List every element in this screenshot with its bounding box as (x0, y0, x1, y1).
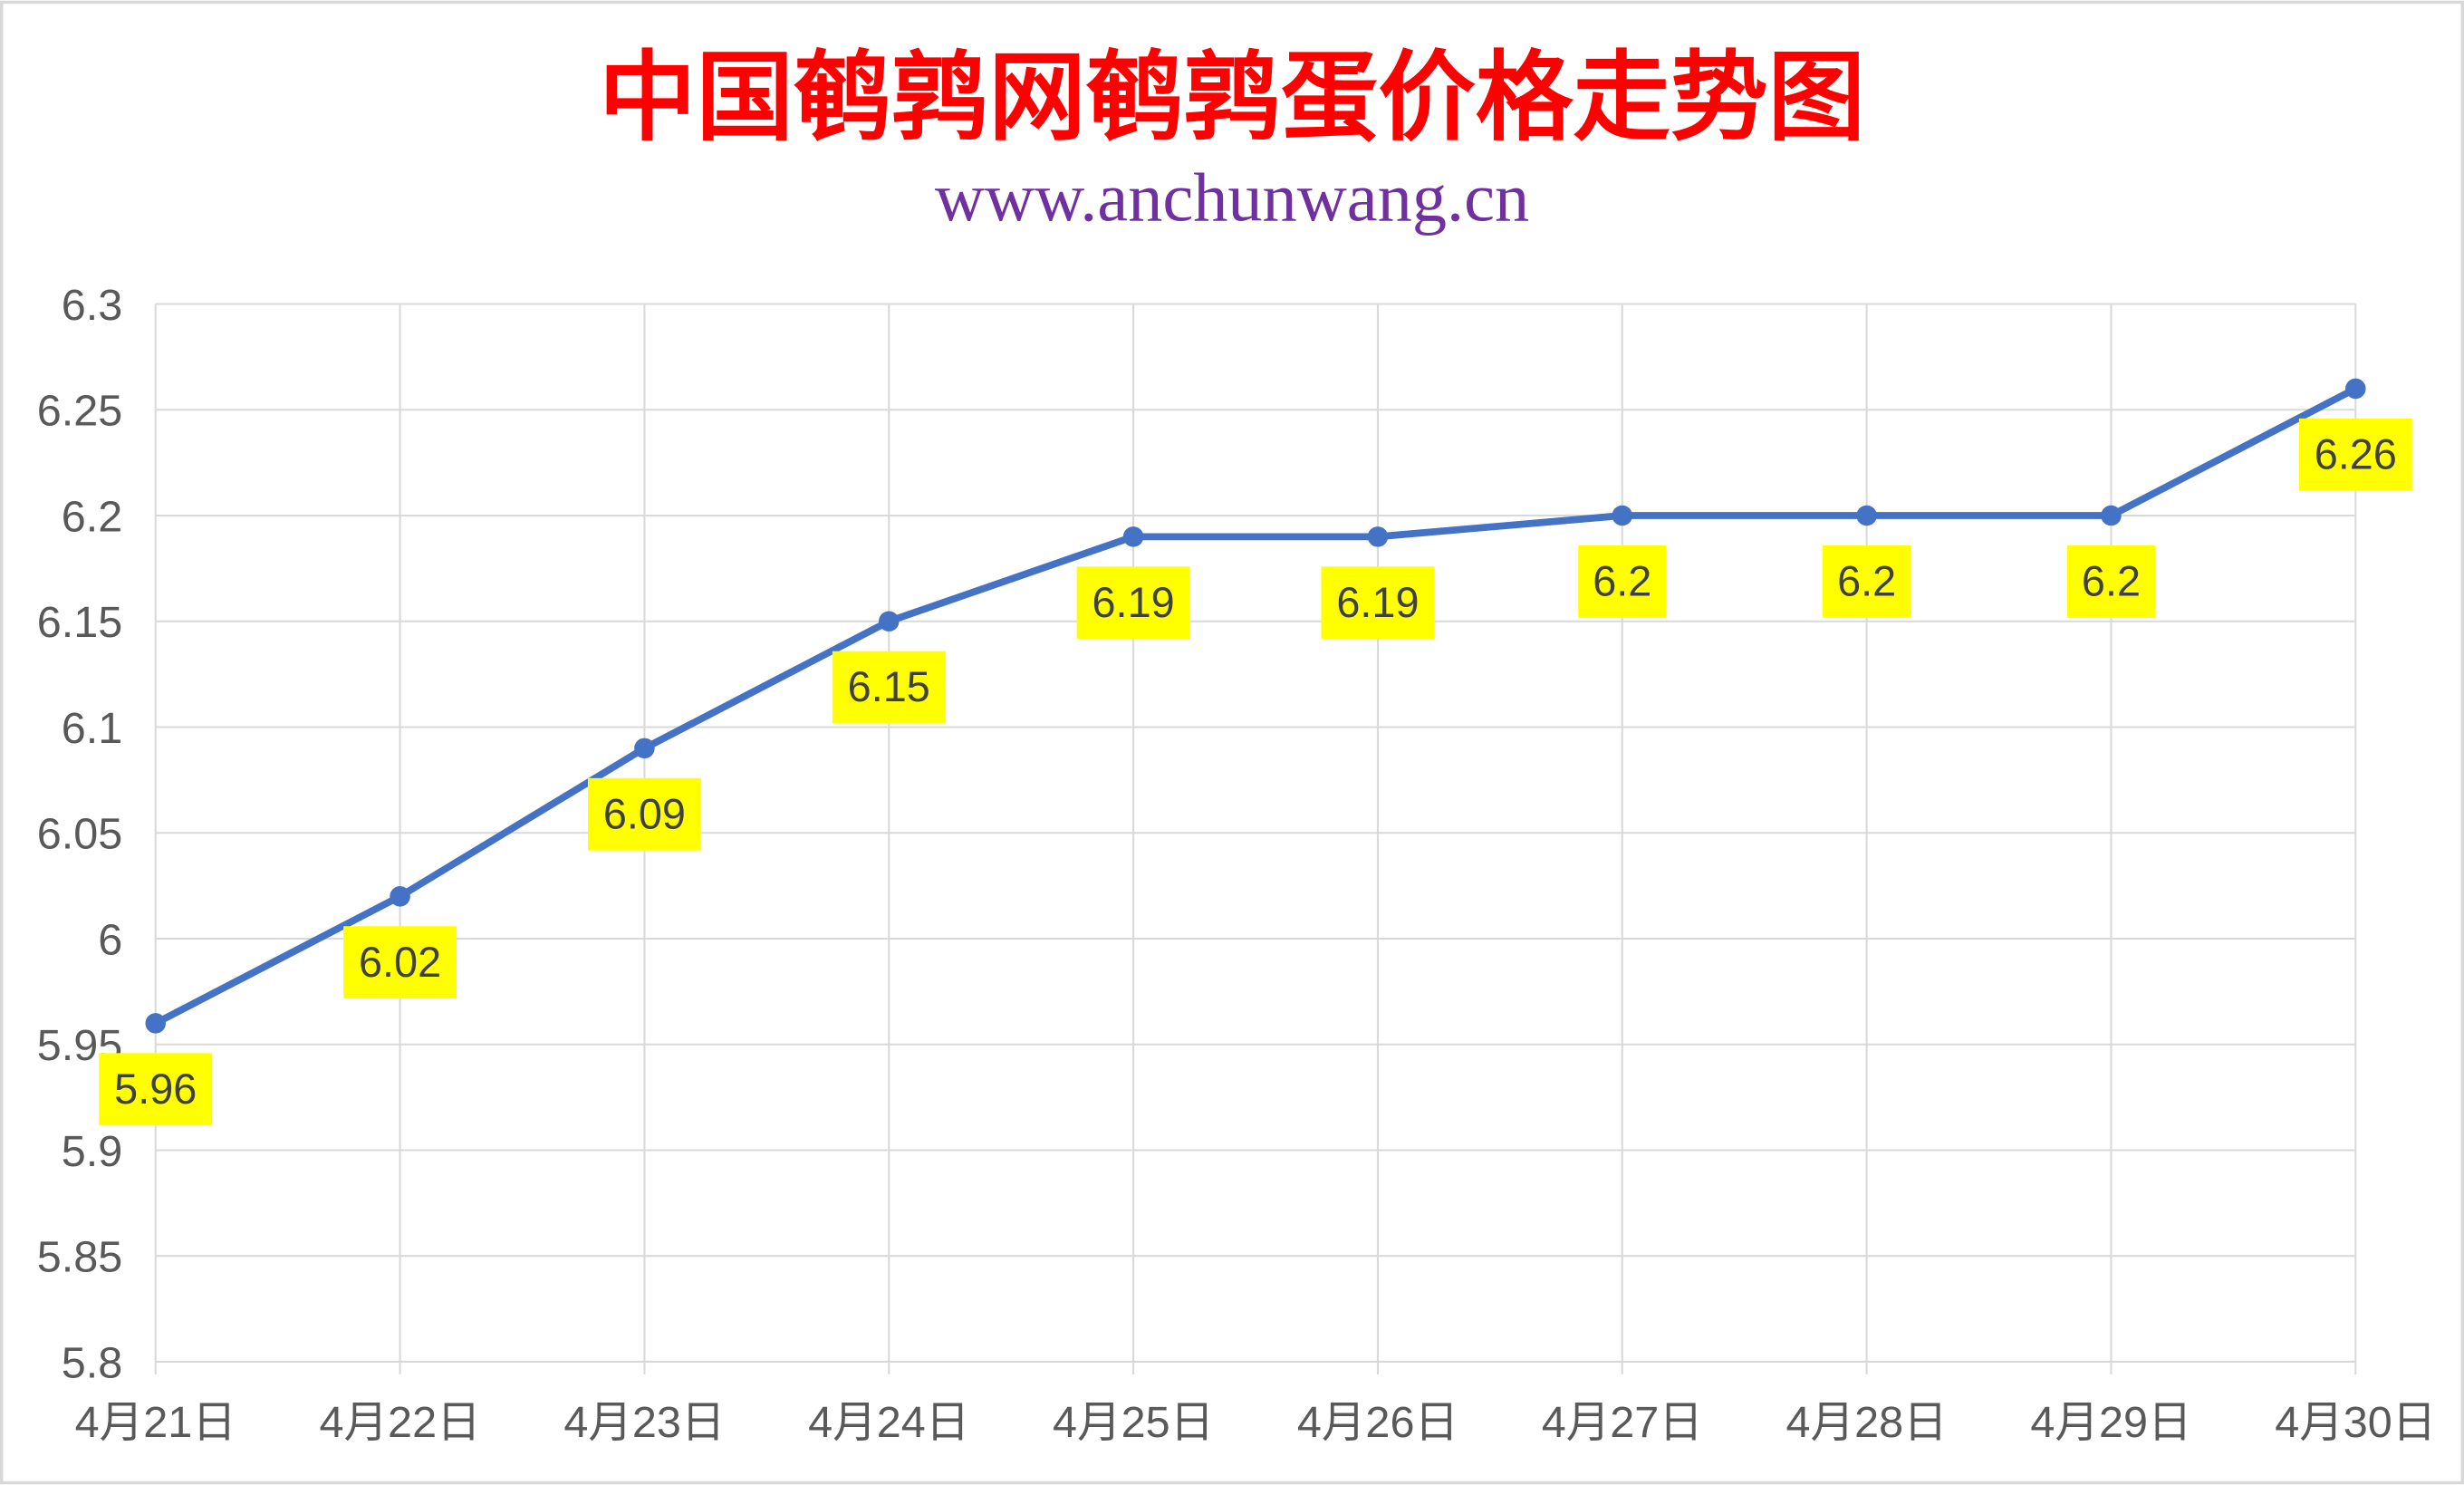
x-tick-label: 4月27日 (1542, 1398, 1703, 1447)
x-tick-label: 4月22日 (319, 1398, 480, 1447)
chart-title: 中国鹌鹑网鹌鹑蛋价格走势图 (599, 41, 1865, 155)
data-label-bg (2298, 418, 2412, 491)
x-tick-label: 4月29日 (2030, 1398, 2191, 1447)
data-point (1612, 505, 1633, 526)
data-point (1122, 526, 1144, 547)
y-tick-label: 5.8 (62, 1338, 123, 1387)
data-point (390, 886, 410, 907)
x-axis: 4月21日 4月22日 4月23日 4月24日 4月25日 4月26日 4月27日 4月28日… (75, 1398, 2437, 1447)
y-tick-label: 6.3 (62, 281, 123, 330)
data-label-bg (1321, 566, 1435, 640)
x-tick-label: 4月30日 (2275, 1398, 2436, 1447)
x-tick-label: 4月28日 (1786, 1398, 1948, 1447)
data-label-bg (1578, 545, 1667, 618)
y-tick-label: 5.85 (37, 1233, 123, 1282)
data-point (878, 611, 900, 632)
data-label-bg (587, 777, 701, 851)
data-point (634, 738, 655, 759)
y-tick-label: 6.25 (37, 387, 123, 436)
x-tick-label: 4月21日 (75, 1398, 236, 1447)
data-label-bg (1823, 545, 1911, 618)
y-tick-label: 6.15 (37, 598, 123, 647)
x-tick-label: 4月25日 (1053, 1398, 1214, 1447)
data-label: 6.2 (1593, 557, 1651, 604)
x-tick-label: 4月24日 (808, 1398, 969, 1447)
data-label-bg (343, 926, 457, 999)
data-label-bg (99, 1053, 213, 1126)
y-tick-label: 6.1 (62, 704, 123, 753)
data-label: 6.2 (1837, 557, 1896, 604)
data-label-bg (2066, 545, 2156, 618)
data-label: 6.09 (603, 790, 686, 837)
data-label: 6.19 (1092, 579, 1175, 626)
x-tick-label: 4月23日 (563, 1398, 725, 1447)
chart-subtitle: www.anchunwang.cn (935, 159, 1529, 236)
y-tick-label: 5.9 (62, 1127, 123, 1176)
data-label: 5.96 (114, 1066, 197, 1113)
y-tick-label: 6 (98, 915, 122, 964)
data-label: 6.19 (1336, 579, 1419, 626)
y-tick-label: 6.2 (62, 492, 123, 541)
data-point (2345, 378, 2366, 400)
data-point (2101, 505, 2122, 526)
data-label: 6.15 (848, 663, 930, 710)
data-point (145, 1013, 167, 1034)
data-label: 6.2 (2082, 557, 2141, 604)
data-point (1856, 505, 1877, 526)
data-label-bg (832, 651, 946, 724)
data-label: 6.26 (2315, 430, 2397, 477)
data-point (1367, 526, 1389, 547)
data-label-bg (1076, 566, 1190, 640)
price-line (153, 385, 2358, 1027)
data-label: 6.02 (359, 939, 441, 986)
series-line (145, 378, 2366, 1034)
x-tick-label: 4月26日 (1297, 1398, 1458, 1447)
y-tick-label: 6.05 (37, 810, 123, 859)
data-labels: 5.96 6.02 6.09 6.15 6.19 6.19 6.2 6.2 6.2 6.26 (99, 418, 2412, 1126)
